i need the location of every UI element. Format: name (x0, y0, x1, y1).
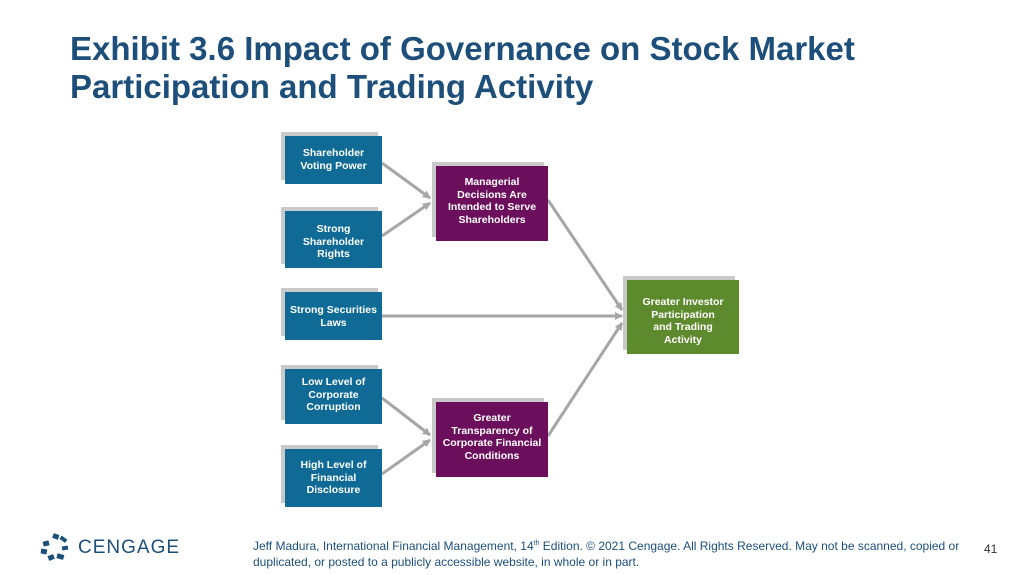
arrow-voting-to-managerial (381, 161, 431, 200)
cengage-dots-icon (40, 533, 69, 561)
cengage-logo: CENGAGE (40, 533, 180, 563)
box-greater-investor-participation: Greater Investor Participation and Tradi… (627, 280, 739, 354)
arrow-rights-to-managerial (381, 201, 431, 238)
footer-copyright: Jeff Madura, International Financial Man… (253, 536, 973, 570)
arrow-managerial-to-participation (546, 199, 624, 311)
footer-text-1: Jeff Madura, International Financial Man… (253, 539, 534, 553)
cengage-logo-text: CENGAGE (78, 537, 181, 558)
box-shareholder-voting-power: Shareholder Voting Power (285, 136, 382, 184)
arrow-transparency-to-participation (546, 322, 624, 437)
arrow-disclosure-to-transparency (381, 438, 431, 476)
box-low-corporate-corruption: Low Level of Corporate Corruption (285, 369, 382, 424)
box-managerial-decisions: Managerial Decisions Are Intended to Ser… (436, 166, 548, 241)
arrow-corruption-to-transparency (381, 396, 431, 437)
box-high-financial-disclosure: High Level of Financial Disclosure (285, 449, 382, 507)
footer-text-2: Edition. © 2021 Cengage. All Rights Rese… (253, 539, 960, 569)
box-strong-shareholder-rights: Strong Shareholder Rights (285, 211, 382, 268)
slide-title: Exhibit 3.6 Impact of Governance on Stoc… (70, 30, 855, 105)
box-strong-securities-laws: Strong Securities Laws (285, 292, 382, 340)
box-greater-transparency: Greater Transparency of Corporate Financ… (436, 402, 548, 477)
page-number: 41 (984, 542, 998, 556)
footer-sup: th (533, 540, 540, 547)
